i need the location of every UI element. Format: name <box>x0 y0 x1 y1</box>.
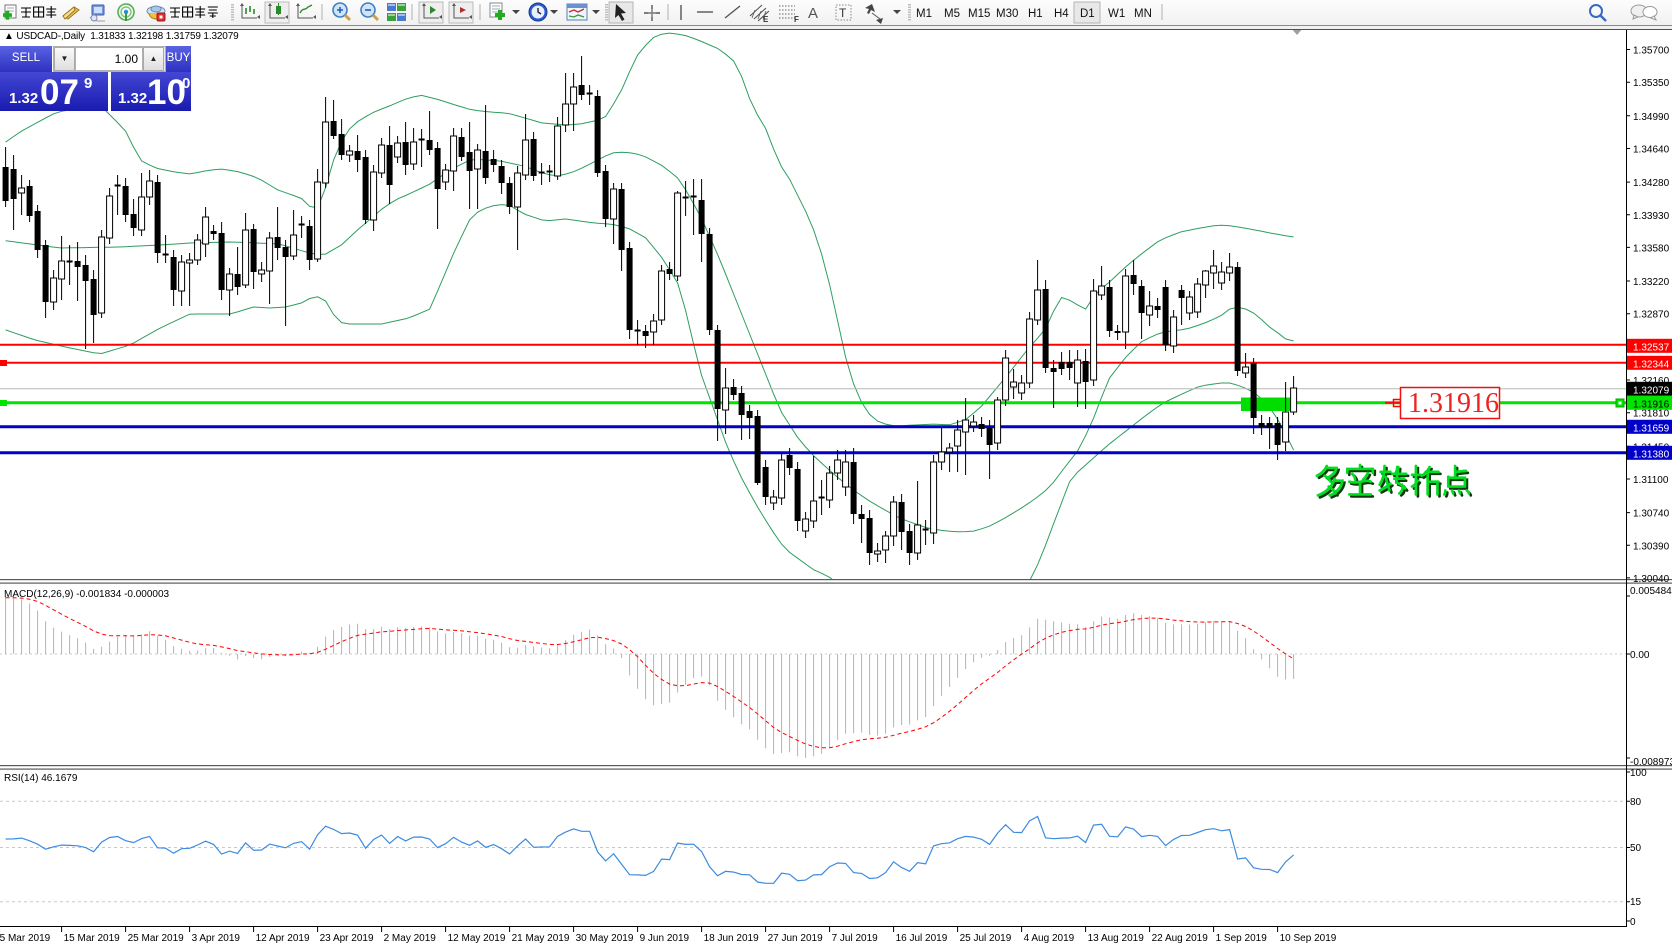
svg-text:1.32079: 1.32079 <box>1633 385 1670 396</box>
svg-text:1.32160: 1.32160 <box>1633 376 1670 387</box>
svg-text:1.31380: 1.31380 <box>1633 449 1670 460</box>
svg-text:1 Sep 2019: 1 Sep 2019 <box>1216 933 1268 944</box>
svg-text:M30: M30 <box>996 8 1018 20</box>
svg-text:1.32537: 1.32537 <box>1633 342 1670 353</box>
svg-text:4 Aug 2019: 4 Aug 2019 <box>1024 933 1075 944</box>
svg-text:16 Jul 2019: 16 Jul 2019 <box>896 933 948 944</box>
svg-text:25 Jul 2019: 25 Jul 2019 <box>960 933 1012 944</box>
svg-text:1.31659: 1.31659 <box>1633 423 1670 434</box>
svg-text:MACD(12,26,9) -0.001834 -0.000: MACD(12,26,9) -0.001834 -0.000003 <box>4 589 170 600</box>
svg-text:-0.008973: -0.008973 <box>1630 757 1672 768</box>
svg-text:1.32870: 1.32870 <box>1633 310 1670 321</box>
svg-text:80: 80 <box>1630 797 1642 808</box>
svg-text:M15: M15 <box>968 8 990 20</box>
svg-text:1.32344: 1.32344 <box>1633 359 1670 370</box>
svg-text:RSI(14) 46.1679: RSI(14) 46.1679 <box>4 773 78 784</box>
svg-text:1.35350: 1.35350 <box>1633 78 1670 89</box>
svg-text:1.30390: 1.30390 <box>1633 541 1670 552</box>
svg-text:H1: H1 <box>1028 8 1043 20</box>
svg-text:1.35700: 1.35700 <box>1633 46 1670 57</box>
svg-text:1.31916: 1.31916 <box>1408 388 1499 419</box>
svg-text:H4: H4 <box>1054 8 1069 20</box>
svg-text:M1: M1 <box>916 8 932 20</box>
svg-text:1.31916: 1.31916 <box>1633 399 1670 410</box>
svg-text:1.33220: 1.33220 <box>1633 277 1670 288</box>
svg-text:50: 50 <box>1630 843 1642 854</box>
svg-text:0: 0 <box>1630 917 1636 928</box>
svg-text:12 Apr 2019: 12 Apr 2019 <box>256 933 310 944</box>
svg-text:1.31810: 1.31810 <box>1633 409 1670 420</box>
svg-text:1.34990: 1.34990 <box>1633 112 1670 123</box>
svg-text:A: A <box>808 5 818 22</box>
svg-text:3 Apr 2019: 3 Apr 2019 <box>192 933 241 944</box>
svg-text:1.34280: 1.34280 <box>1633 178 1670 189</box>
svg-text:23 Apr 2019: 23 Apr 2019 <box>320 933 374 944</box>
svg-text:1.33930: 1.33930 <box>1633 211 1670 222</box>
svg-text:5 Mar 2019: 5 Mar 2019 <box>0 933 51 944</box>
svg-text:1.34640: 1.34640 <box>1633 145 1670 156</box>
svg-text:13 Aug 2019: 13 Aug 2019 <box>1088 933 1145 944</box>
svg-text:9 Jun 2019: 9 Jun 2019 <box>640 933 690 944</box>
svg-text:W1: W1 <box>1108 8 1125 20</box>
svg-text:15 Mar 2019: 15 Mar 2019 <box>64 933 121 944</box>
svg-text:M5: M5 <box>944 8 960 20</box>
svg-text:100: 100 <box>1630 768 1647 779</box>
svg-text:MN: MN <box>1134 8 1152 20</box>
svg-text:18 Jun 2019: 18 Jun 2019 <box>704 933 759 944</box>
svg-text:T: T <box>839 6 847 20</box>
svg-text:1.31100: 1.31100 <box>1633 475 1669 486</box>
svg-text:0.00: 0.00 <box>1630 650 1650 661</box>
svg-text:1.30040: 1.30040 <box>1633 574 1670 585</box>
svg-text:27 Jun 2019: 27 Jun 2019 <box>768 933 823 944</box>
svg-text:F: F <box>794 15 799 24</box>
svg-text:1.33580: 1.33580 <box>1633 243 1670 254</box>
svg-text:E: E <box>763 15 769 24</box>
svg-text:25 Mar 2019: 25 Mar 2019 <box>128 933 185 944</box>
svg-text:12 May 2019: 12 May 2019 <box>448 933 506 944</box>
svg-text:15: 15 <box>1630 897 1642 908</box>
svg-text:10 Sep 2019: 10 Sep 2019 <box>1280 933 1337 944</box>
svg-text:22 Aug 2019: 22 Aug 2019 <box>1152 933 1209 944</box>
svg-text:2 May 2019: 2 May 2019 <box>384 933 437 944</box>
svg-text:7 Jul 2019: 7 Jul 2019 <box>832 933 879 944</box>
svg-text:0.005484: 0.005484 <box>1630 586 1672 597</box>
svg-text:30 May 2019: 30 May 2019 <box>576 933 634 944</box>
svg-text:21 May 2019: 21 May 2019 <box>512 933 570 944</box>
svg-text:1.30740: 1.30740 <box>1633 509 1670 520</box>
svg-text:D1: D1 <box>1080 8 1095 20</box>
